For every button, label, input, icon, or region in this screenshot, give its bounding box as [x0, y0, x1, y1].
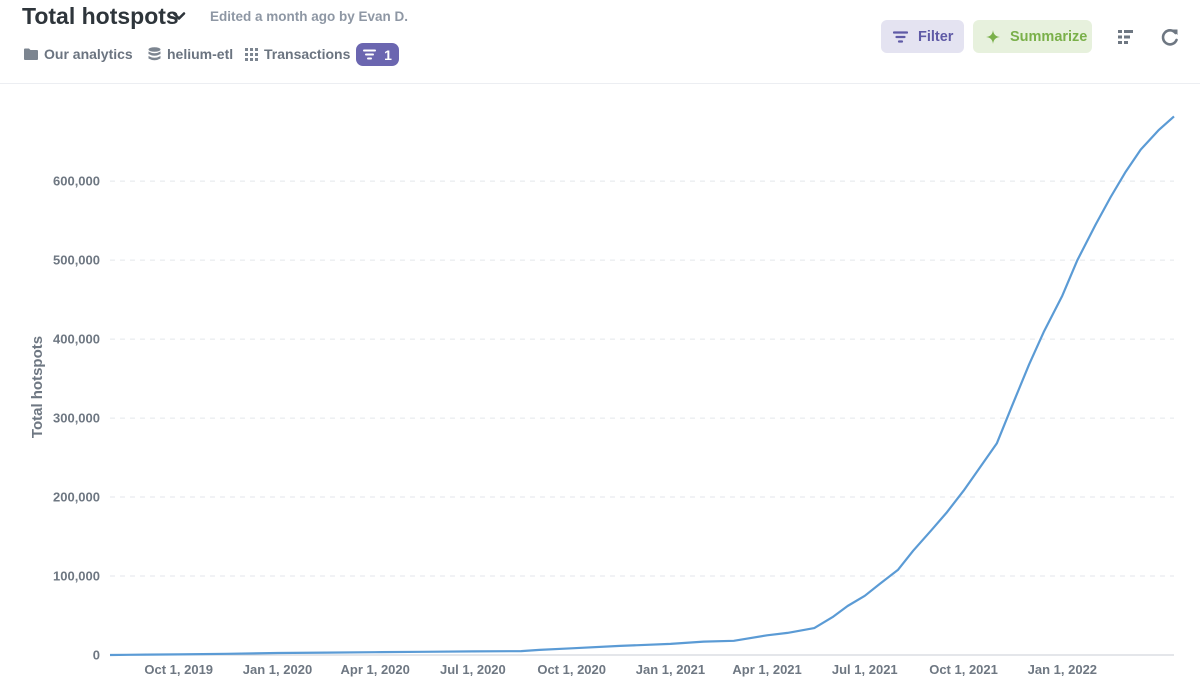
- breadcrumb-database[interactable]: helium-etl: [148, 46, 233, 62]
- line-chart: 0 100,000 200,000 300,000 400,000 500,000 600,…: [29, 115, 1175, 677]
- summarize-button[interactable]: Summarize: [973, 20, 1092, 53]
- page-title[interactable]: Total hotspots: [22, 3, 179, 29]
- x-tick-label: Jan 1, 2022: [1028, 662, 1097, 677]
- x-tick-label: Apr 1, 2021: [732, 662, 801, 677]
- grid-icon: [245, 47, 258, 61]
- y-axis-label: Total hotspots: [29, 336, 46, 438]
- notebook-editor-icon[interactable]: [1117, 27, 1137, 47]
- database-icon: [148, 47, 161, 61]
- folder-icon: [24, 48, 38, 60]
- breadcrumb-label: helium-etl: [167, 46, 234, 62]
- filter-button-label: Filter: [918, 28, 954, 45]
- x-tick-label: Oct 1, 2019: [144, 662, 213, 677]
- refresh-icon[interactable]: [1160, 27, 1180, 47]
- series-line: [109, 115, 1175, 657]
- filter-button[interactable]: Filter: [881, 20, 964, 53]
- x-tick-label: Oct 1, 2020: [537, 662, 606, 677]
- filter-count: 1: [384, 46, 392, 63]
- y-tick-label: 500,000: [53, 253, 100, 268]
- sparkle-icon: [986, 29, 1000, 44]
- summarize-button-label: Summarize: [1010, 28, 1088, 45]
- edited-info[interactable]: Edited a month ago by Evan D.: [210, 9, 409, 24]
- y-axis: 0 100,000 200,000 300,000 400,000 500,000 600,…: [53, 174, 100, 663]
- y-tick-label: 200,000: [53, 490, 100, 505]
- y-tick-label: 100,000: [53, 569, 100, 584]
- breadcrumb-table[interactable]: Transactions: [245, 46, 350, 62]
- x-axis: Oct 1, 2019 Jan 1, 2020 Apr 1, 2020 Jul 1, …: [144, 662, 1097, 677]
- chevron-down-icon[interactable]: [171, 8, 187, 24]
- x-tick-label: Jul 1, 2020: [440, 662, 506, 677]
- gridlines: [110, 180, 1174, 656]
- y-tick-label: 600,000: [53, 174, 100, 189]
- y-tick-label: 400,000: [53, 332, 100, 347]
- breadcrumb-collection[interactable]: Our analytics: [24, 46, 133, 62]
- breadcrumb-label: Our analytics: [44, 46, 133, 62]
- breadcrumb-label: Transactions: [264, 46, 351, 62]
- filter-icon: [363, 49, 377, 60]
- x-tick-label: Apr 1, 2020: [341, 662, 410, 677]
- x-tick-label: Oct 1, 2021: [929, 662, 998, 677]
- y-tick-label: 0: [93, 648, 100, 663]
- question-header: Total hotspots Edited a month ago by Eva…: [0, 0, 1200, 84]
- active-filters-pill[interactable]: 1: [356, 43, 399, 66]
- filter-icon: [893, 30, 908, 43]
- y-tick-label: 300,000: [53, 411, 100, 426]
- x-tick-label: Jan 1, 2021: [636, 662, 705, 677]
- x-tick-label: Jul 1, 2021: [832, 662, 898, 677]
- x-tick-label: Jan 1, 2020: [243, 662, 312, 677]
